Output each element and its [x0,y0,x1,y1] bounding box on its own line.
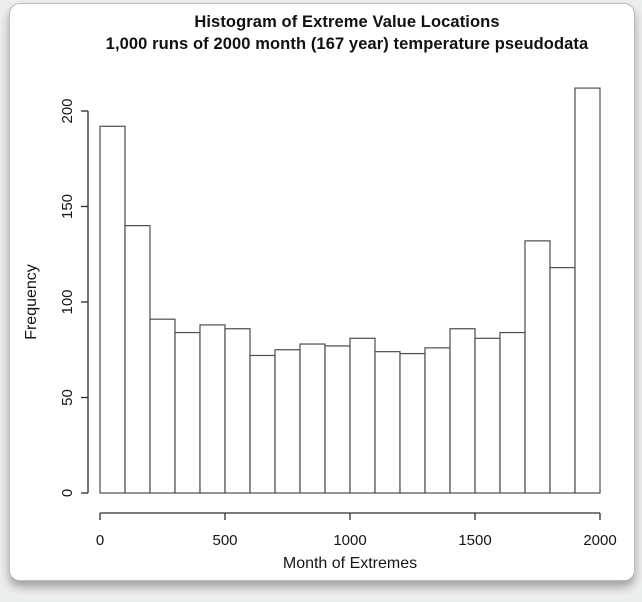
histogram-bar [274,349,301,494]
chart-title: Histogram of Extreme Value Locations [194,13,500,31]
y-tick-label: 200 [59,98,76,123]
y-tick-label: 50 [59,389,76,406]
histogram-bar [524,240,551,494]
histogram-bar [174,331,201,494]
histogram-bar [449,328,476,494]
histogram-bar [474,337,501,494]
x-tick-label: 2000 [583,532,616,549]
histogram-bar [549,267,576,494]
histogram-bar [124,225,151,494]
y-tick-label: 150 [59,194,76,219]
histogram-bar [249,354,276,494]
x-axis-label: Month of Extremes [283,555,417,572]
histogram-bar [299,343,326,494]
histogram-bar [499,331,526,494]
histogram-bar [424,347,451,494]
x-tick-label: 1000 [333,532,366,549]
histogram-bar [399,352,426,494]
chart-subtitle: 1,000 runs of 2000 month (167 year) temp… [105,35,589,53]
histogram-bar [574,87,601,494]
histogram-bar [374,351,401,494]
y-tick-label: 100 [59,289,76,314]
histogram-bar [149,318,176,494]
histogram-bar [99,125,126,494]
x-tick-label: 500 [212,532,237,549]
histogram-bar [324,345,351,494]
x-tick-label: 1500 [458,532,491,549]
y-axis-label: Frequency [23,264,40,340]
histogram-bar [349,337,376,494]
histogram-bar [224,328,251,494]
chart-header: Histogram of Extreme Value Locations 1,0… [52,11,642,55]
histogram-bar [199,324,226,494]
y-tick-label: 0 [59,489,76,497]
x-tick-label: 0 [96,532,104,549]
